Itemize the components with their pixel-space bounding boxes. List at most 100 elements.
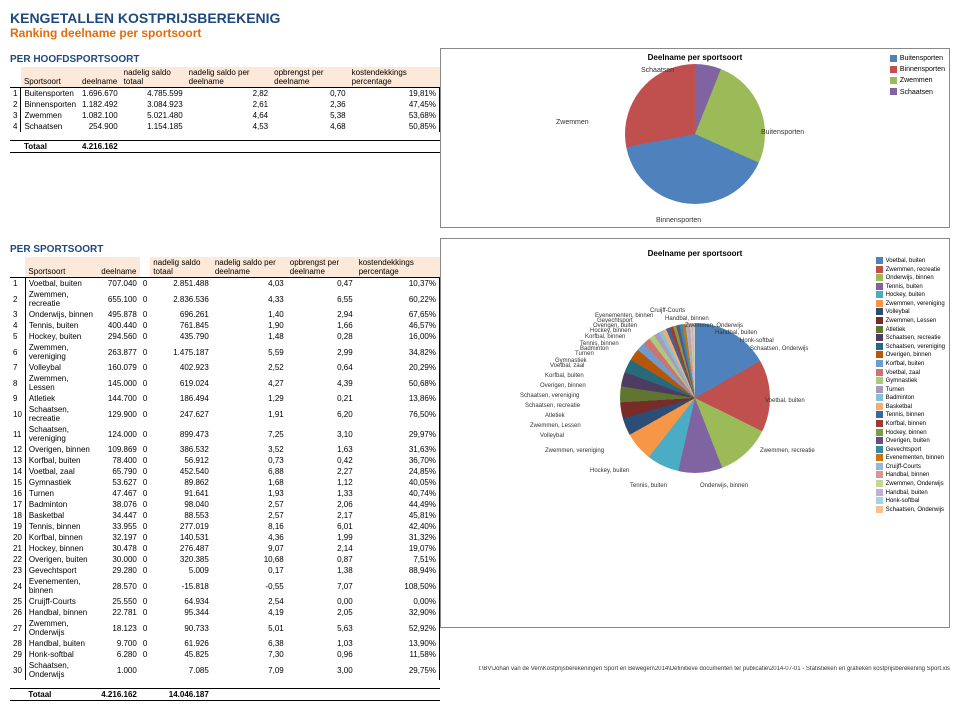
table-row: 5Hockey, buiten294.5600435.7901,480,2816… bbox=[10, 331, 440, 342]
table-row: 6Zwemmen, vereniging263.87701.475.1875,5… bbox=[10, 342, 440, 362]
th-sportsoort: Sportsoort bbox=[21, 67, 79, 88]
legend-item: Hockey, buiten bbox=[876, 291, 945, 300]
legend-item: Binnensporten bbox=[890, 64, 945, 75]
pie-label: Zwemmen, Onderwijs bbox=[685, 323, 743, 329]
legend-item: Zwemmen, recreatie bbox=[876, 266, 945, 275]
legend-item: Evenementen, binnen bbox=[876, 454, 945, 463]
legend-item: Tennis, binnen bbox=[876, 411, 945, 420]
legend-item: Handbal, buiten bbox=[876, 489, 945, 498]
chart1-title: Deelname per sportsoort bbox=[445, 53, 945, 62]
table-row: 21Hockey, binnen30.4780276.4879,072,1419… bbox=[10, 543, 440, 554]
legend-item: Zwemmen bbox=[890, 75, 945, 86]
pie-label: Hockey, buiten bbox=[590, 468, 629, 474]
legend-item: Handbal, binnen bbox=[876, 471, 945, 480]
pie-label: Honk-softbal bbox=[740, 338, 774, 344]
table-row: 4Tennis, buiten400.4400761.8451,901,6646… bbox=[10, 320, 440, 331]
pie-label: Atletiek bbox=[545, 413, 565, 419]
t2-total-label: Totaal bbox=[25, 689, 98, 701]
pie-label: Zwemmen, vereniging bbox=[545, 448, 604, 454]
legend-item: Voetbal, zaal bbox=[876, 369, 945, 378]
th2-kosten-pct: kostendekkings percentage bbox=[356, 257, 440, 278]
chart1-legend: BuitensportenBinnensportenZwemmenSchaats… bbox=[890, 53, 945, 98]
page-subtitle: Ranking deelname per sportsoort bbox=[10, 26, 950, 40]
table-row: 13Korfbal, buiten78.400056.9120,730,4236… bbox=[10, 455, 440, 466]
legend-item: Hockey, binnen bbox=[876, 429, 945, 438]
table-row: 9Atletiek144.7000186.4941,290,2113,86% bbox=[10, 393, 440, 404]
pie-label: Voetbal, buiten bbox=[765, 398, 805, 404]
table-row: 27Zwemmen, Onderwijs18.123090.7335,015,6… bbox=[10, 618, 440, 638]
table-row: 22Overigen, buiten30.0000320.38510,680,8… bbox=[10, 554, 440, 565]
legend-item: Gymnastiek bbox=[876, 377, 945, 386]
footer-path: I:\BV\Johan van de Ven\Kostprijsberekeni… bbox=[478, 666, 950, 672]
page-title: KENGETALLEN KOSTPRIJSBEREKENIG bbox=[10, 10, 950, 26]
table-row: 30Schaatsen, Onderwijs1.0007.0857,093,00… bbox=[10, 660, 440, 680]
section1-head: PER HOOFDSPORTSOORT bbox=[10, 54, 440, 65]
legend-item: Zwemmen, vereniging bbox=[876, 300, 945, 309]
pie-label: Zwemmen, recreatie bbox=[760, 448, 815, 454]
legend-item: Overigen, buiten bbox=[876, 437, 945, 446]
legend-item: Korfbal, binnen bbox=[876, 420, 945, 429]
legend-item: Onderwijs, binnen bbox=[876, 274, 945, 283]
pie-label: Volleybal bbox=[540, 433, 564, 439]
th2-deelname: deelname bbox=[98, 257, 140, 278]
th-opbrengst-pd: opbrengst per deelname bbox=[271, 67, 349, 88]
pie-label: Onderwijs, binnen bbox=[700, 483, 748, 489]
pie-label: Schaatsen, Onderwijs bbox=[750, 346, 808, 352]
legend-item: Voetbal, buiten bbox=[876, 257, 945, 266]
pie-label: Korfbal, buiten bbox=[545, 373, 584, 379]
legend-item: Korfbal, buiten bbox=[876, 360, 945, 369]
table-sportsoort: Sportsoort deelname nadelig saldo totaal… bbox=[10, 257, 440, 701]
pie-label: Schaatsen, vereniging bbox=[520, 393, 579, 399]
legend-item: Volleybal bbox=[876, 308, 945, 317]
pie-label: Handbal, buiten bbox=[715, 330, 757, 336]
table-row: 8Zwemmen, Lessen145.0000619.0244,274,395… bbox=[10, 373, 440, 393]
legend-item: Honk-softbal bbox=[876, 497, 945, 506]
t2-total-nadelig: 14.046.187 bbox=[150, 689, 212, 701]
chart2-title: Deelname per sportsoort bbox=[445, 249, 945, 258]
table-row: 26Handbal, binnen22.781095.3444,192,0532… bbox=[10, 607, 440, 618]
legend-item: Schaatsen, recreatie bbox=[876, 334, 945, 343]
legend-item: Overigen, binnen bbox=[876, 351, 945, 360]
lbl-zwemmen: Zwemmen bbox=[556, 119, 589, 126]
pie1 bbox=[625, 64, 765, 204]
table-row: 20Korfbal, binnen32.1970140.5314,361,993… bbox=[10, 532, 440, 543]
table-row: 24Evenementen, binnen28.5700-15.818-0,55… bbox=[10, 576, 440, 596]
table-row: 3Onderwijs, binnen495.8780696.2611,402,9… bbox=[10, 309, 440, 320]
pie-label: Tennis, binnen bbox=[580, 341, 619, 347]
table-row: 23Gevechtsport29.28005.0090,171,3888,94% bbox=[10, 565, 440, 576]
pie-label: Korfbal, binnen bbox=[585, 334, 625, 340]
th2-sportsoort: Sportsoort bbox=[25, 257, 98, 278]
table-row: 4Schaatsen254.9001.154.1854,534,6850,85% bbox=[10, 121, 440, 132]
th-nadelig-pd: nadelig saldo per deelname bbox=[186, 67, 271, 88]
table-row: 25Cruijff-Courts25.550064.9342,540,000,0… bbox=[10, 596, 440, 607]
legend-item: Zwemmen, Onderwijs bbox=[876, 480, 945, 489]
chart1: Deelname per sportsoort Schaatsen Zwemme… bbox=[440, 48, 950, 228]
t1-total-val: 4.216.162 bbox=[79, 141, 121, 153]
legend-item: Atletiek bbox=[876, 326, 945, 335]
lbl-binnensporten: Binnensporten bbox=[656, 217, 701, 224]
th-kosten-pct: kostendekkings percentage bbox=[349, 67, 440, 88]
table-row: 19Tennis, binnen33.9550277.0198,166,0142… bbox=[10, 521, 440, 532]
legend-item: Buitensporten bbox=[890, 53, 945, 64]
lbl-buitensporten: Buitensporten bbox=[761, 129, 804, 136]
pie-label: Evenementen, binnen bbox=[595, 313, 653, 319]
table-row: 14Voetbal, zaal65.7900452.5406,882,2724,… bbox=[10, 466, 440, 477]
pie-label: Zwemmen, Lessen bbox=[530, 423, 581, 429]
table-row: 17Badminton38.076098.0402,572,0644,49% bbox=[10, 499, 440, 510]
legend-item: Turnen bbox=[876, 386, 945, 395]
table-row: 18Basketbal34.447088.5532,572,1745,81% bbox=[10, 510, 440, 521]
legend-item: Tennis, buiten bbox=[876, 283, 945, 292]
table-row: 3Zwemmen1.082.1005.021.4804,645,3853,68% bbox=[10, 110, 440, 121]
table-hoofdsportsoort: Sportsoort deelname nadelig saldo totaal… bbox=[10, 67, 440, 153]
legend-item: Basketbal bbox=[876, 403, 945, 412]
th2-opbrengst-pd: opbrengst per deelname bbox=[287, 257, 356, 278]
table-row: 15Gymnastiek53.627089.8621,681,1240,05% bbox=[10, 477, 440, 488]
pie-label: Handbal, binnen bbox=[665, 316, 709, 322]
lbl-schaatsen: Schaatsen bbox=[641, 67, 674, 74]
table-row: 7Volleybal160.0790402.9232,520,6420,29% bbox=[10, 362, 440, 373]
pie-label: Gymnastiek bbox=[555, 358, 587, 364]
section2-head: PER SPORTSOORT bbox=[10, 244, 440, 255]
table-row: 29Honk-softbal6.280045.8257,300,9611,58% bbox=[10, 649, 440, 660]
pie-label: Cruijff-Courts bbox=[650, 308, 685, 314]
legend-item: Badminton bbox=[876, 394, 945, 403]
